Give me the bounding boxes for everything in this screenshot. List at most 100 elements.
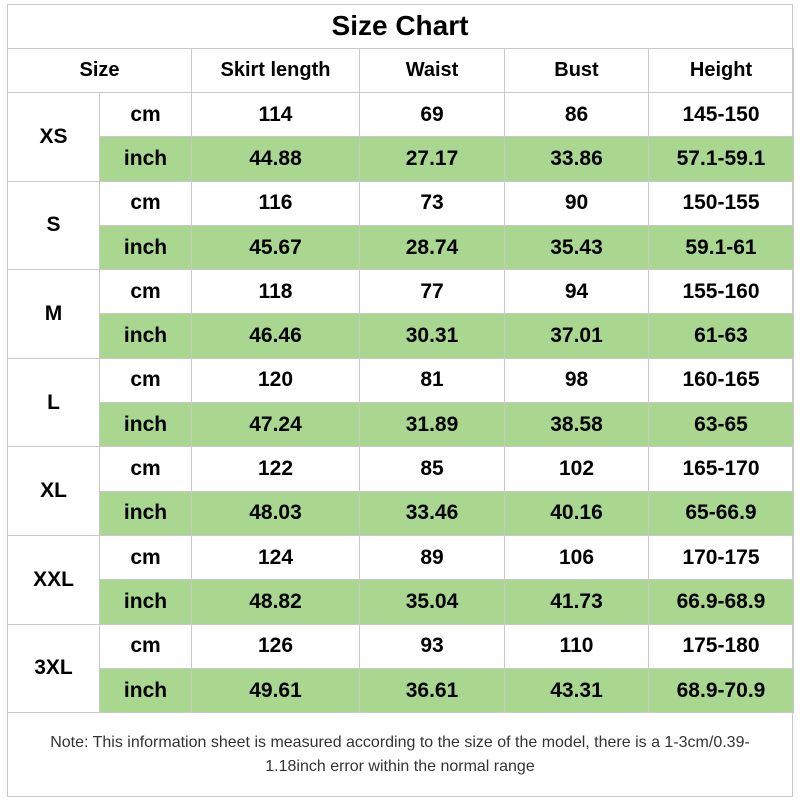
cell-bust-cm: 94 bbox=[504, 269, 649, 315]
header-waist: Waist bbox=[359, 48, 505, 93]
cell-skirt-length-cm: 126 bbox=[191, 623, 360, 669]
cell-bust-cm: 90 bbox=[504, 180, 649, 226]
header-row: Size Skirt length Waist Bust Height bbox=[7, 48, 794, 93]
cell-waist-inch: 35.04 bbox=[359, 579, 505, 625]
table-row-cm: XXL cm 124 89 106 170-175 bbox=[7, 534, 794, 625]
unit-inch: inch bbox=[99, 313, 192, 359]
table-row-inch: inch 45.67 28.74 35.43 59.1-61 bbox=[8, 224, 794, 271]
size-label: M bbox=[7, 269, 100, 359]
unit-inch: inch bbox=[99, 667, 192, 714]
cell-bust-inch: 38.58 bbox=[504, 402, 649, 448]
cell-waist-cm: 77 bbox=[359, 269, 505, 315]
cell-skirt-length-cm: 118 bbox=[191, 269, 360, 315]
unit-cm: cm bbox=[99, 534, 192, 581]
cell-height-inch: 65-66.9 bbox=[648, 490, 794, 536]
size-label: 3XL bbox=[7, 623, 100, 714]
cell-waist-inch: 27.17 bbox=[359, 136, 505, 182]
cell-waist-cm: 85 bbox=[359, 446, 505, 492]
cell-bust-inch: 40.16 bbox=[504, 490, 649, 536]
cell-skirt-length-inch: 46.46 bbox=[191, 313, 360, 359]
cell-skirt-length-inch: 45.67 bbox=[191, 224, 360, 271]
unit-cm: cm bbox=[99, 269, 192, 315]
cell-waist-inch: 28.74 bbox=[359, 224, 505, 271]
unit-cm: cm bbox=[99, 91, 192, 138]
table-row-inch: inch 47.24 31.89 38.58 63-65 bbox=[8, 402, 794, 448]
cell-waist-cm: 73 bbox=[359, 180, 505, 226]
table-row-inch: inch 44.88 27.17 33.86 57.1-59.1 bbox=[8, 136, 794, 182]
cell-height-cm: 160-165 bbox=[648, 357, 794, 404]
cell-skirt-length-cm: 116 bbox=[191, 180, 360, 226]
cell-skirt-length-inch: 48.03 bbox=[191, 490, 360, 536]
cell-bust-inch: 37.01 bbox=[504, 313, 649, 359]
cell-height-inch: 61-63 bbox=[648, 313, 794, 359]
unit-inch: inch bbox=[99, 402, 192, 448]
cell-waist-cm: 93 bbox=[359, 623, 505, 669]
cell-bust-cm: 106 bbox=[504, 534, 649, 581]
table-row-cm: 3XL cm 126 93 110 175-180 bbox=[7, 623, 794, 714]
header-size: Size bbox=[7, 48, 192, 93]
size-label: XXL bbox=[7, 534, 100, 625]
header-height: Height bbox=[648, 48, 794, 93]
size-table: Size Skirt length Waist Bust Height XS cm… bbox=[7, 48, 794, 714]
cell-bust-cm: 110 bbox=[504, 623, 649, 669]
chart-title: Size Chart bbox=[7, 4, 793, 49]
header-skirt-length: Skirt length bbox=[191, 48, 360, 93]
cell-skirt-length-inch: 48.82 bbox=[191, 579, 360, 625]
size-label: S bbox=[7, 180, 100, 271]
table-row-inch: inch 49.61 36.61 43.31 68.9-70.9 bbox=[8, 667, 794, 714]
cell-skirt-length-cm: 120 bbox=[191, 357, 360, 404]
cell-bust-inch: 35.43 bbox=[504, 224, 649, 271]
unit-cm: cm bbox=[99, 446, 192, 492]
cell-height-inch: 59.1-61 bbox=[648, 224, 794, 271]
cell-height-inch: 66.9-68.9 bbox=[648, 579, 794, 625]
unit-cm: cm bbox=[99, 180, 192, 226]
cell-waist-cm: 81 bbox=[359, 357, 505, 404]
size-label: XL bbox=[7, 446, 100, 536]
header-bust: Bust bbox=[504, 48, 649, 93]
cell-waist-cm: 69 bbox=[359, 91, 505, 138]
cell-bust-cm: 98 bbox=[504, 357, 649, 404]
cell-height-cm: 155-160 bbox=[648, 269, 794, 315]
cell-waist-inch: 36.61 bbox=[359, 667, 505, 714]
unit-cm: cm bbox=[99, 623, 192, 669]
cell-skirt-length-cm: 124 bbox=[191, 534, 360, 581]
cell-skirt-length-inch: 47.24 bbox=[191, 402, 360, 448]
cell-bust-cm: 86 bbox=[504, 91, 649, 138]
unit-inch: inch bbox=[99, 224, 192, 271]
measurement-note: Note: This information sheet is measured… bbox=[7, 712, 793, 797]
cell-height-cm: 165-170 bbox=[648, 446, 794, 492]
cell-waist-inch: 33.46 bbox=[359, 490, 505, 536]
cell-skirt-length-cm: 122 bbox=[191, 446, 360, 492]
unit-inch: inch bbox=[99, 136, 192, 182]
cell-skirt-length-inch: 49.61 bbox=[191, 667, 360, 714]
cell-waist-cm: 89 bbox=[359, 534, 505, 581]
unit-inch: inch bbox=[99, 579, 192, 625]
table-row-cm: XS cm 114 69 86 145-150 bbox=[7, 91, 794, 182]
table-row-inch: inch 46.46 30.31 37.01 61-63 bbox=[8, 313, 794, 359]
cell-height-cm: 145-150 bbox=[648, 91, 794, 138]
cell-bust-inch: 43.31 bbox=[504, 667, 649, 714]
table-row-cm: XL cm 122 85 102 165-170 bbox=[7, 446, 794, 536]
cell-height-inch: 57.1-59.1 bbox=[648, 136, 794, 182]
unit-inch: inch bbox=[99, 490, 192, 536]
cell-height-inch: 63-65 bbox=[648, 402, 794, 448]
table-row-inch: inch 48.82 35.04 41.73 66.9-68.9 bbox=[8, 579, 794, 625]
note-text: Note: This information sheet is measured… bbox=[50, 733, 750, 775]
size-label: XS bbox=[7, 92, 100, 182]
cell-height-cm: 170-175 bbox=[648, 534, 794, 581]
cell-height-cm: 150-155 bbox=[648, 180, 794, 226]
cell-waist-inch: 31.89 bbox=[359, 402, 505, 448]
cell-height-cm: 175-180 bbox=[648, 623, 794, 669]
cell-bust-inch: 33.86 bbox=[504, 136, 649, 182]
cell-height-inch: 68.9-70.9 bbox=[648, 667, 794, 714]
cell-bust-cm: 102 bbox=[504, 446, 649, 492]
cell-waist-inch: 30.31 bbox=[359, 313, 505, 359]
cell-bust-inch: 41.73 bbox=[504, 579, 649, 625]
cell-skirt-length-inch: 44.88 bbox=[191, 136, 360, 182]
unit-cm: cm bbox=[99, 357, 192, 404]
table-row-inch: inch 48.03 33.46 40.16 65-66.9 bbox=[8, 490, 794, 536]
size-label: L bbox=[7, 357, 100, 448]
